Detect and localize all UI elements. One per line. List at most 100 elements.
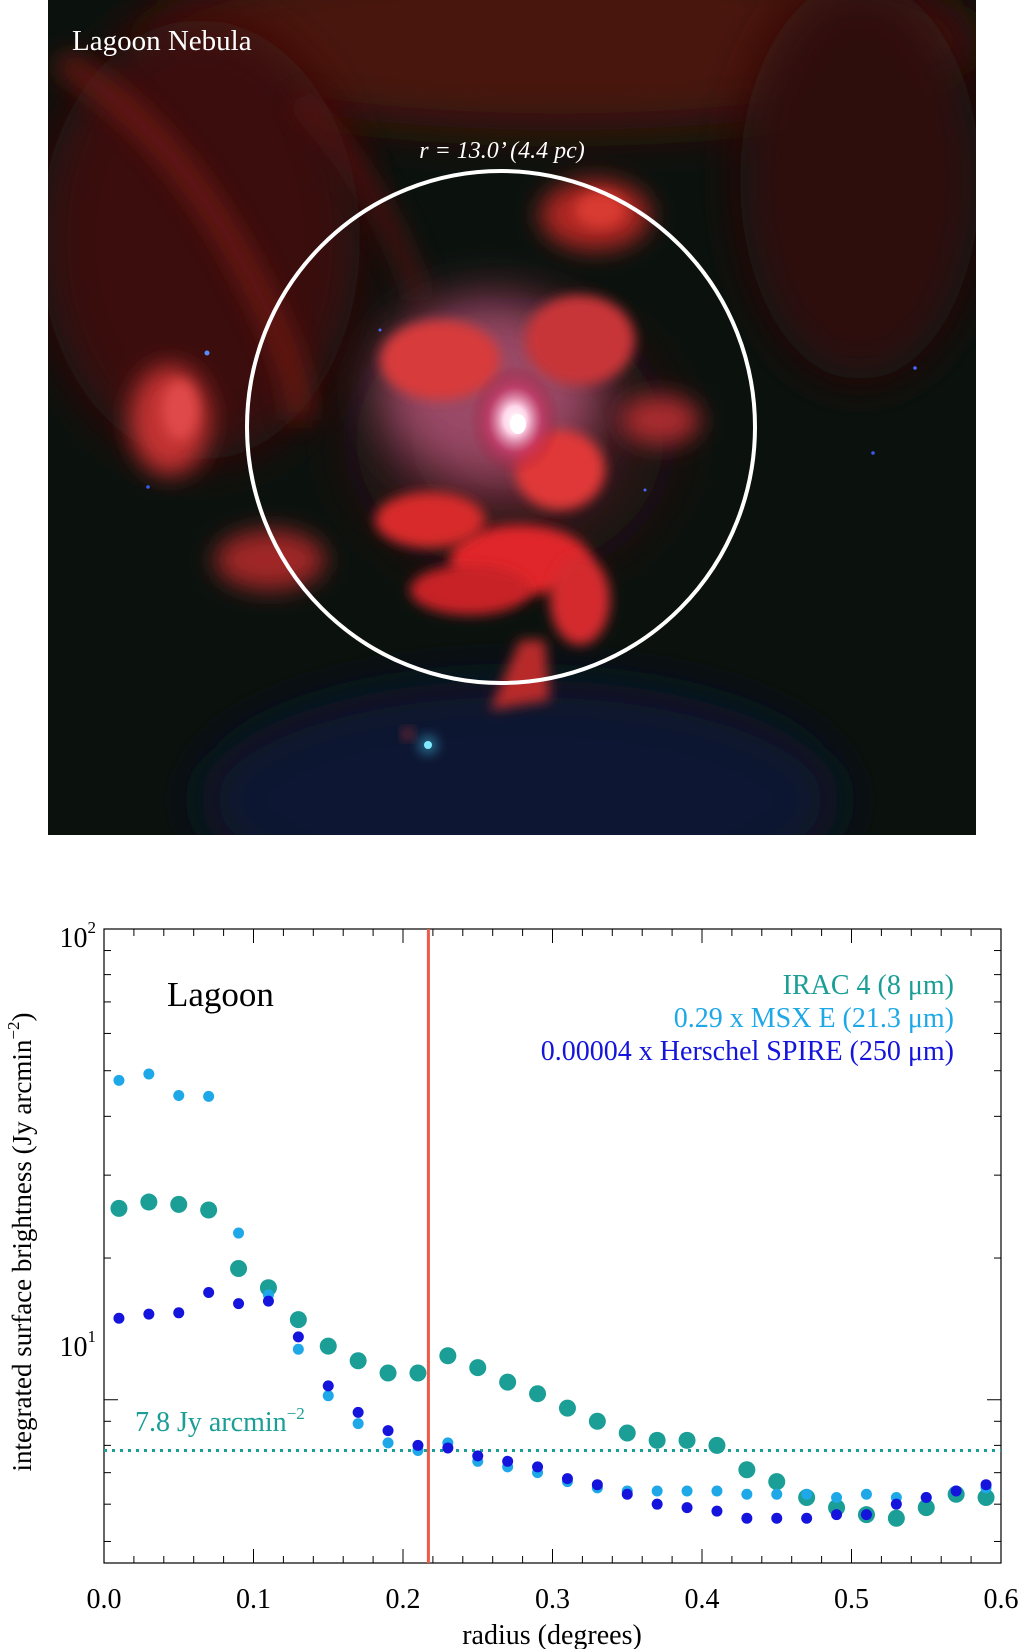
data-point-series-2: [980, 1479, 992, 1491]
data-point-series-2: [472, 1450, 484, 1462]
data-point-series-2: [860, 1509, 872, 1521]
data-point-series-1: [352, 1418, 364, 1430]
data-point-series-2: [890, 1498, 902, 1510]
data-point-series-2: [741, 1512, 753, 1524]
y-tick-base: 10: [60, 1332, 88, 1363]
data-point-series-2: [831, 1509, 843, 1521]
data-point-series-1: [382, 1437, 394, 1449]
data-point-series-2: [292, 1331, 304, 1343]
circle-label: r = 13.0’ (4.4 pc): [419, 138, 585, 164]
reference-line-label-main: 7.8 Jy arcmin: [135, 1407, 287, 1438]
data-point-series-0: [200, 1201, 218, 1219]
data-point-series-2: [412, 1439, 424, 1451]
aperture-circle: [245, 169, 757, 685]
x-tick-label: 0.1: [236, 1584, 271, 1615]
x-axis-label: radius (degrees): [462, 1620, 642, 1649]
data-point-series-0: [140, 1193, 158, 1211]
data-points: [110, 1068, 995, 1527]
data-point-series-2: [651, 1498, 663, 1510]
data-point-series-0: [469, 1359, 487, 1377]
data-point-series-2: [950, 1485, 962, 1497]
data-point-series-1: [113, 1074, 125, 1086]
data-point-series-2: [203, 1286, 215, 1298]
data-point-series-2: [233, 1298, 245, 1310]
data-point-series-0: [738, 1461, 756, 1479]
legend-entry-spire: 0.00004 x Herschel SPIRE (250 μm): [541, 1036, 954, 1067]
x-tick-label: 0.3: [535, 1584, 570, 1615]
data-point-series-2: [173, 1307, 185, 1319]
y-axis-label: integrated surface brightness (Jy arcmin…: [4, 1013, 37, 1472]
data-point-series-2: [711, 1505, 723, 1517]
data-point-series-0: [588, 1412, 606, 1430]
data-point-series-0: [319, 1337, 337, 1355]
data-point-series-0: [529, 1385, 547, 1403]
data-point-series-2: [532, 1461, 544, 1473]
data-point-series-0: [678, 1431, 696, 1449]
data-point-series-0: [170, 1195, 188, 1213]
data-point-series-1: [233, 1227, 245, 1239]
data-point-series-2: [591, 1479, 603, 1491]
data-point-series-0: [230, 1260, 248, 1278]
x-tick-label: 0.0: [87, 1584, 122, 1615]
data-point-series-1: [831, 1491, 843, 1503]
y-tick-exp: 1: [88, 1327, 97, 1346]
data-point-series-2: [382, 1425, 394, 1437]
data-point-series-2: [352, 1406, 364, 1418]
x-tick-label: 0.2: [386, 1584, 421, 1615]
y-axis-label-end: ): [7, 1013, 37, 1022]
data-point-series-1: [741, 1488, 753, 1500]
data-point-series-2: [262, 1295, 274, 1307]
data-point-series-0: [887, 1509, 905, 1527]
data-point-series-1: [173, 1089, 185, 1101]
data-point-series-1: [681, 1485, 693, 1497]
data-point-series-1: [651, 1485, 663, 1497]
data-point-series-0: [768, 1473, 786, 1491]
data-point-series-1: [203, 1090, 215, 1102]
data-point-series-0: [499, 1373, 517, 1391]
data-point-series-2: [442, 1442, 454, 1454]
data-point-series-2: [621, 1488, 633, 1500]
data-point-series-0: [977, 1488, 995, 1506]
panel-label: Lagoon: [167, 975, 274, 1014]
data-point-series-0: [349, 1352, 367, 1370]
data-point-series-2: [771, 1512, 783, 1524]
data-point-series-1: [801, 1488, 813, 1500]
data-point-series-2: [920, 1491, 932, 1503]
x-tick-label: 0.5: [834, 1584, 869, 1615]
x-tick-label: 0.4: [685, 1584, 720, 1615]
data-point-series-0: [648, 1431, 666, 1449]
data-point-series-0: [618, 1424, 636, 1442]
legend-entry-irac4: IRAC 4 (8 μm): [783, 970, 954, 1001]
data-point-series-2: [143, 1308, 155, 1320]
data-point-series-1: [292, 1343, 304, 1355]
data-point-series-0: [708, 1436, 726, 1454]
x-tick-label: 0.6: [984, 1584, 1019, 1615]
data-point-series-2: [113, 1312, 125, 1324]
y-tick-exp: 2: [88, 918, 97, 937]
data-point-series-2: [502, 1455, 514, 1467]
legend-entry-msx: 0.29 x MSX E (21.3 μm): [674, 1003, 954, 1034]
data-point-series-0: [439, 1347, 457, 1365]
data-point-series-1: [860, 1488, 872, 1500]
y-tick-base: 10: [60, 923, 88, 954]
image-label: Lagoon Nebula: [72, 25, 252, 57]
data-point-series-2: [322, 1380, 334, 1392]
data-point-series-0: [110, 1199, 128, 1217]
data-point-series-0: [409, 1364, 427, 1382]
y-tick-label-100: 102: [60, 918, 97, 954]
nebula-image: [48, 0, 976, 835]
reference-line-label: 7.8 Jy arcmin−2: [135, 1404, 305, 1438]
reference-line-label-sup: −2: [287, 1404, 305, 1423]
y-tick-label-10: 101: [60, 1327, 97, 1363]
y-axis-label-sup: −2: [4, 1022, 23, 1040]
data-point-series-1: [771, 1488, 783, 1500]
data-point-series-1: [322, 1390, 334, 1402]
axis-ticks: [103, 928, 1002, 1563]
y-axis-label-main: integrated surface brightness (Jy arcmin: [7, 1039, 37, 1471]
data-point-series-0: [289, 1311, 307, 1329]
profile-chart: 0.0 0.1 0.2 0.3 0.4 0.5 0.6 102 101 radi…: [4, 918, 1019, 1649]
data-point-series-2: [681, 1502, 693, 1514]
data-point-series-2: [801, 1512, 813, 1524]
data-point-series-0: [917, 1499, 935, 1517]
